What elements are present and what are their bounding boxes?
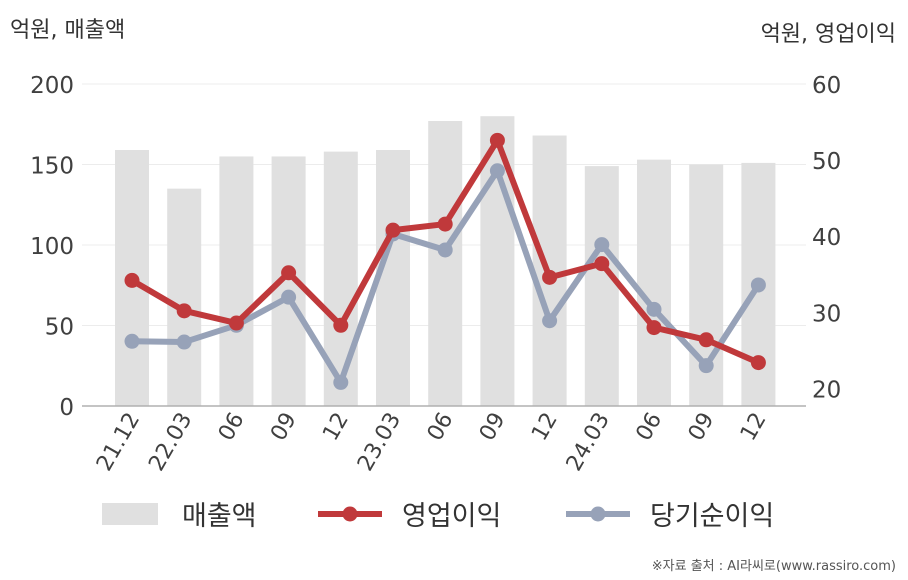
left-tick-label: 150 (30, 154, 74, 180)
x-tick-label: 22.03 (144, 409, 197, 476)
net-income-point-13 (750, 277, 766, 293)
net-income-point-1 (124, 333, 140, 349)
net-income-point-12 (698, 358, 714, 374)
bar-10 (584, 166, 619, 406)
operating-profit-point-9 (542, 269, 558, 285)
x-tick-label: 09 (475, 409, 511, 446)
net-income-point-5 (333, 374, 349, 390)
operating-profit-point-7 (437, 216, 453, 232)
legend-marker-net-income (590, 506, 606, 522)
bar-3 (219, 156, 254, 406)
x-tick-label: 24.03 (562, 409, 615, 476)
x-tick-label: 06 (423, 409, 459, 446)
right-axis-unit-label: 억원, 영업이익 (760, 22, 896, 47)
net-income-point-11 (646, 301, 662, 317)
bar-11 (637, 159, 671, 406)
legend-label-operating-profit: 영업이익 (402, 501, 501, 532)
legend-label-net-income: 당기순이익 (650, 501, 774, 532)
right-tick-label: 50 (812, 149, 841, 175)
x-tick-label: 21.12 (92, 409, 145, 476)
source-note: ※자료 출처 : AI라씨로(www.rassiro.com) (651, 559, 896, 574)
net-income-point-4 (281, 289, 297, 305)
bar-6 (376, 150, 410, 406)
operating-profit-point-6 (385, 222, 401, 238)
operating-profit-point-4 (281, 265, 297, 281)
x-tick-label: 06 (632, 409, 668, 446)
x-tick-label: 12 (736, 409, 772, 446)
operating-profit-point-8 (489, 132, 505, 148)
legend-swatch-sales (102, 503, 158, 525)
x-tick-label: 09 (684, 409, 720, 446)
operating-profit-point-10 (594, 256, 610, 272)
left-tick-label: 50 (45, 315, 74, 341)
operating-profit-point-1 (124, 272, 140, 288)
bar-7 (428, 121, 463, 406)
right-tick-label: 40 (812, 225, 841, 251)
x-tick-label: 12 (527, 409, 563, 446)
left-tick-label: 200 (30, 73, 74, 99)
right-tick-label: 30 (812, 301, 841, 327)
right-tick-label: 60 (812, 73, 841, 99)
x-tick-label: 12 (318, 409, 354, 446)
legend-label-sales: 매출액 (182, 501, 257, 532)
bar-2 (167, 188, 202, 406)
operating-profit-point-13 (750, 355, 766, 371)
left-axis-unit-label: 억원, 매출액 (10, 18, 126, 43)
right-tick-label: 20 (812, 377, 841, 403)
x-tick-label: 06 (214, 409, 250, 446)
x-tick-label: 23.03 (353, 409, 406, 476)
net-income-point-8 (489, 163, 505, 179)
operating-profit-point-2 (176, 303, 192, 319)
legend-marker-operating-profit (342, 506, 358, 522)
operating-profit-point-5 (333, 317, 349, 333)
net-income-point-2 (176, 334, 192, 350)
operating-profit-point-3 (228, 315, 244, 331)
operating-profit-point-12 (698, 332, 714, 348)
net-income-point-9 (542, 313, 558, 329)
left-tick-label: 100 (30, 234, 74, 260)
net-income-point-7 (437, 242, 453, 258)
operating-profit-point-11 (646, 320, 662, 336)
x-tick-label: 09 (266, 409, 302, 446)
left-tick-label: 0 (59, 395, 74, 421)
net-income-point-10 (594, 237, 610, 253)
